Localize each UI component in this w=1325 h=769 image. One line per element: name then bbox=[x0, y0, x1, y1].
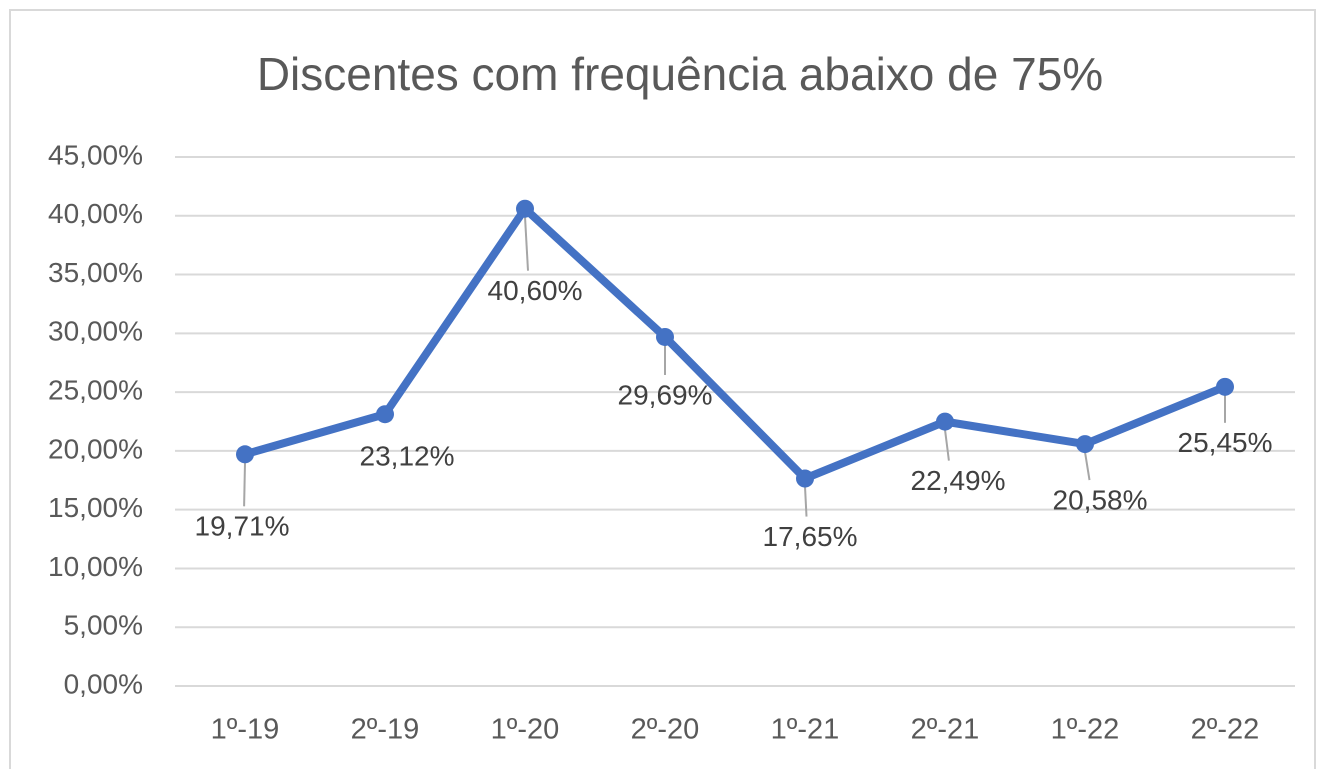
chart-frame bbox=[9, 9, 1316, 769]
marker bbox=[936, 412, 954, 431]
leader-line bbox=[243, 462, 246, 507]
marker bbox=[516, 199, 534, 218]
y-tick-label: 5,00% bbox=[64, 610, 143, 641]
data-label: 29,69% bbox=[618, 379, 713, 410]
data-label: 22,49% bbox=[911, 465, 1006, 496]
y-tick-label: 0,00% bbox=[64, 668, 143, 699]
x-tick-label: 1º-22 bbox=[1051, 714, 1120, 746]
marker bbox=[1076, 435, 1094, 454]
marker bbox=[656, 327, 674, 346]
leader-line bbox=[944, 429, 950, 461]
x-tick-label: 2º-19 bbox=[351, 714, 420, 746]
data-label: 25,45% bbox=[1178, 427, 1273, 458]
leader-line bbox=[524, 216, 529, 271]
y-tick-label: 35,00% bbox=[48, 257, 143, 288]
y-tick-label: 15,00% bbox=[48, 492, 143, 523]
chart-title: Discentes com frequência abaixo de 75% bbox=[257, 48, 1103, 100]
data-label: 40,60% bbox=[488, 275, 583, 306]
leader-line bbox=[1084, 451, 1091, 481]
x-tick-label: 2º-21 bbox=[911, 714, 980, 746]
line bbox=[243, 204, 1227, 483]
x-tick-label: 1º-21 bbox=[771, 714, 840, 746]
x-tick-label: 1º-20 bbox=[491, 714, 560, 746]
marker bbox=[796, 469, 814, 488]
data-label: 19,71% bbox=[195, 511, 290, 542]
y-tick-label: 30,00% bbox=[48, 316, 143, 347]
y-tick-label: 10,00% bbox=[48, 551, 143, 582]
x-tick-label: 1º-19 bbox=[211, 714, 280, 746]
y-tick-label: 40,00% bbox=[48, 198, 143, 229]
marker bbox=[376, 405, 394, 424]
y-tick-label: 45,00% bbox=[48, 139, 143, 170]
data-label: 17,65% bbox=[763, 521, 858, 552]
data-label: 20,58% bbox=[1053, 484, 1148, 515]
x-tick-label: 2º-22 bbox=[1191, 714, 1260, 746]
marker bbox=[236, 445, 254, 464]
marker bbox=[1216, 377, 1234, 396]
y-tick-label: 20,00% bbox=[48, 433, 143, 464]
y-tick-label: 25,00% bbox=[48, 375, 143, 406]
x-tick-label: 2º-20 bbox=[631, 714, 700, 746]
leader-line bbox=[804, 486, 808, 517]
data-label: 23,12% bbox=[360, 441, 455, 472]
